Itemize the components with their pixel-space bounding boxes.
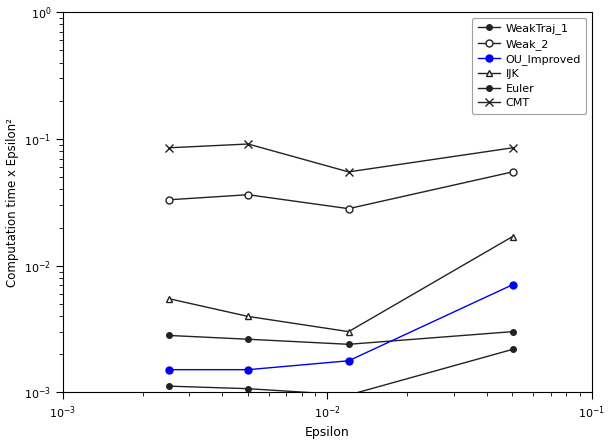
WeakTraj_1 [345, 342, 353, 347]
Euler [244, 386, 252, 391]
IJK [509, 234, 516, 239]
Weak_2 [165, 197, 172, 202]
Weak_2 [509, 169, 516, 174]
CMT [165, 145, 172, 150]
IJK [345, 329, 353, 334]
WeakTraj_1 [165, 333, 172, 338]
Line: WeakTraj_1: WeakTraj_1 [166, 329, 515, 347]
Line: IJK: IJK [166, 233, 516, 335]
CMT [345, 169, 353, 174]
CMT [509, 145, 516, 150]
OU_Improved [244, 367, 252, 372]
Y-axis label: Computation time x Epsilon²: Computation time x Epsilon² [5, 118, 18, 287]
Line: Weak_2: Weak_2 [166, 168, 516, 212]
OU_Improved [509, 282, 516, 287]
Weak_2 [244, 192, 252, 198]
CMT [244, 142, 252, 147]
WeakTraj_1 [509, 329, 516, 334]
OU_Improved [165, 367, 172, 372]
Legend: WeakTraj_1, Weak_2, OU_Improved, IJK, Euler, CMT: WeakTraj_1, Weak_2, OU_Improved, IJK, Eu… [472, 18, 587, 114]
Line: Euler: Euler [166, 347, 515, 398]
Euler [345, 392, 353, 398]
IJK [244, 314, 252, 319]
Euler [509, 347, 516, 352]
OU_Improved [345, 358, 353, 364]
X-axis label: Epsilon: Epsilon [305, 426, 350, 440]
Euler [165, 384, 172, 389]
IJK [165, 296, 172, 301]
Line: CMT: CMT [164, 140, 517, 176]
Line: OU_Improved: OU_Improved [166, 281, 516, 373]
WeakTraj_1 [244, 336, 252, 342]
Weak_2 [345, 206, 353, 211]
